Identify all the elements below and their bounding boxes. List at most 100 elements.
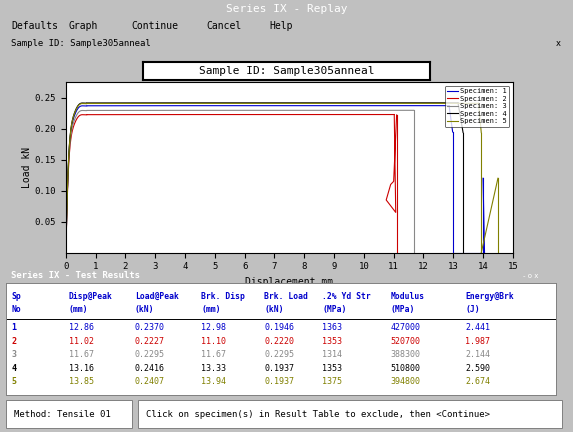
Text: (mm): (mm) — [69, 305, 88, 314]
Specimen: 1: (10.1, 0.237): 1: (10.1, 0.237) — [363, 103, 370, 108]
Text: (mm): (mm) — [201, 305, 221, 314]
Text: (J): (J) — [465, 305, 480, 314]
Text: 1363: 1363 — [322, 324, 342, 332]
Text: 12.98: 12.98 — [201, 324, 226, 332]
Specimen: 5: (0, 0): 5: (0, 0) — [62, 250, 69, 255]
Y-axis label: Load kN: Load kN — [22, 147, 32, 188]
Specimen: 1: (0.0237, 0.0537): 1: (0.0237, 0.0537) — [63, 217, 70, 222]
Line: Specimen: 5: Specimen: 5 — [66, 103, 478, 253]
Specimen: 4: (3.96, 0.242): 4: (3.96, 0.242) — [180, 100, 187, 105]
Specimen: 5: (4.58, 0.241): 5: (4.58, 0.241) — [199, 101, 206, 106]
Specimen: 3: (10.1, 0.229): 3: (10.1, 0.229) — [362, 108, 369, 113]
Text: 13.16: 13.16 — [69, 364, 94, 373]
Line: Specimen: 2: Specimen: 2 — [66, 114, 394, 253]
Specimen: 3: (0, 0): 3: (0, 0) — [62, 250, 69, 255]
Specimen: 1: (4.29, 0.237): 1: (4.29, 0.237) — [190, 103, 197, 108]
Text: 3: 3 — [11, 350, 16, 359]
Specimen: 1: (3.88, 0.237): 1: (3.88, 0.237) — [178, 103, 185, 108]
Text: Sample ID: Sample305anneal: Sample ID: Sample305anneal — [11, 39, 151, 48]
Text: 2: 2 — [11, 337, 16, 346]
Text: Defaults: Defaults — [11, 21, 58, 32]
Text: Disp@Peak: Disp@Peak — [69, 292, 113, 301]
Text: 1314: 1314 — [322, 350, 342, 359]
Text: 0.2227: 0.2227 — [135, 337, 165, 346]
Text: 1353: 1353 — [322, 337, 342, 346]
Specimen: 1: (12.9, 0.237): 1: (12.9, 0.237) — [446, 103, 453, 108]
Line: Specimen: 4: Specimen: 4 — [66, 103, 458, 253]
Specimen: 3: (3.94, 0.229): 3: (3.94, 0.229) — [180, 108, 187, 113]
Text: 1375: 1375 — [322, 377, 342, 386]
Specimen: 3: (0.0237, 0.052): 3: (0.0237, 0.052) — [63, 218, 70, 223]
Line: Specimen: 1: Specimen: 1 — [66, 106, 449, 253]
Specimen: 1: (0, 0): 1: (0, 0) — [62, 250, 69, 255]
Text: Brk. Disp: Brk. Disp — [201, 292, 245, 301]
Text: 2.441: 2.441 — [465, 324, 490, 332]
Specimen: 5: (0.0237, 0.0546): 5: (0.0237, 0.0546) — [63, 216, 70, 222]
Text: 0.2295: 0.2295 — [135, 350, 165, 359]
Text: 12.86: 12.86 — [69, 324, 94, 332]
Specimen: 5: (10.8, 0.241): 5: (10.8, 0.241) — [386, 101, 393, 106]
Text: .2% Yd Str: .2% Yd Str — [322, 292, 371, 301]
Text: (kN): (kN) — [135, 305, 155, 314]
Text: Series IX - Replay: Series IX - Replay — [226, 4, 347, 14]
Text: 1.987: 1.987 — [465, 337, 490, 346]
Text: Sample ID: Sample305anneal: Sample ID: Sample305anneal — [199, 66, 374, 76]
Text: 13.85: 13.85 — [69, 377, 94, 386]
Specimen: 5: (13.8, 0.241): 5: (13.8, 0.241) — [475, 101, 482, 106]
X-axis label: Displacement mm: Displacement mm — [245, 277, 333, 287]
Specimen: 3: (11.7, 0.229): 3: (11.7, 0.229) — [410, 108, 417, 113]
Text: 13.33: 13.33 — [201, 364, 226, 373]
Text: Cancel: Cancel — [206, 21, 242, 32]
Text: 0.2295: 0.2295 — [264, 350, 295, 359]
Specimen: 5: (0.522, 0.24): 5: (0.522, 0.24) — [78, 101, 85, 106]
FancyBboxPatch shape — [138, 400, 562, 429]
Specimen: 2: (3.75, 0.223): 2: (3.75, 0.223) — [174, 112, 181, 117]
Specimen: 4: (13.2, 0.242): 4: (13.2, 0.242) — [454, 100, 461, 105]
Text: 11.10: 11.10 — [201, 337, 226, 346]
Specimen: 3: (9.17, 0.229): 3: (9.17, 0.229) — [336, 108, 343, 113]
Specimen: 2: (8.67, 0.223): 2: (8.67, 0.223) — [321, 112, 328, 117]
Text: - o x: - o x — [523, 273, 538, 279]
Specimen: 2: (3.4, 0.223): 2: (3.4, 0.223) — [164, 112, 171, 117]
Specimen: 2: (0.522, 0.222): 2: (0.522, 0.222) — [78, 112, 85, 118]
Specimen: 4: (0.522, 0.241): 4: (0.522, 0.241) — [78, 101, 85, 106]
Specimen: 1: (0.522, 0.237): 1: (0.522, 0.237) — [78, 103, 85, 108]
FancyBboxPatch shape — [6, 400, 132, 429]
Text: Series IX - Test Results: Series IX - Test Results — [11, 271, 140, 280]
Text: No: No — [11, 305, 21, 314]
Text: 520700: 520700 — [391, 337, 421, 346]
Text: 0.1937: 0.1937 — [264, 364, 295, 373]
Text: 0.2220: 0.2220 — [264, 337, 295, 346]
Text: 11.02: 11.02 — [69, 337, 94, 346]
Text: 2.674: 2.674 — [465, 377, 490, 386]
Text: Brk. Load: Brk. Load — [264, 292, 308, 301]
Specimen: 4: (11.3, 0.242): 4: (11.3, 0.242) — [400, 100, 407, 105]
Specimen: 2: (11, 0.223): 2: (11, 0.223) — [391, 112, 398, 117]
Text: 11.67: 11.67 — [201, 350, 226, 359]
Line: Specimen: 3: Specimen: 3 — [66, 110, 414, 253]
Specimen: 2: (9.5, 0.223): 2: (9.5, 0.223) — [346, 112, 352, 117]
Text: Sp: Sp — [11, 292, 21, 301]
Text: (kN): (kN) — [264, 305, 284, 314]
Specimen: 4: (4.38, 0.242): 4: (4.38, 0.242) — [193, 100, 200, 105]
Text: Click on specimen(s) in Result Table to exclude, then <Continue>: Click on specimen(s) in Result Table to … — [146, 410, 490, 419]
Text: 0.1937: 0.1937 — [264, 377, 295, 386]
Text: 4: 4 — [11, 364, 16, 373]
Text: 0.2407: 0.2407 — [135, 377, 165, 386]
Text: 2.590: 2.590 — [465, 364, 490, 373]
Text: 1: 1 — [11, 324, 16, 332]
Text: 427000: 427000 — [391, 324, 421, 332]
Text: (MPa): (MPa) — [391, 305, 415, 314]
Text: 510800: 510800 — [391, 364, 421, 373]
Text: Continue: Continue — [132, 21, 179, 32]
Text: Graph: Graph — [69, 21, 98, 32]
Specimen: 2: (0, 0): 2: (0, 0) — [62, 250, 69, 255]
Specimen: 4: (0, 0): 4: (0, 0) — [62, 250, 69, 255]
Text: 1353: 1353 — [322, 364, 342, 373]
Text: 0.2416: 0.2416 — [135, 364, 165, 373]
Specimen: 5: (4.14, 0.241): 5: (4.14, 0.241) — [186, 101, 193, 106]
Text: Method: Tensile 01: Method: Tensile 01 — [14, 410, 111, 419]
Text: x: x — [556, 39, 561, 48]
Text: Load@Peak: Load@Peak — [135, 292, 179, 301]
Text: 388300: 388300 — [391, 350, 421, 359]
